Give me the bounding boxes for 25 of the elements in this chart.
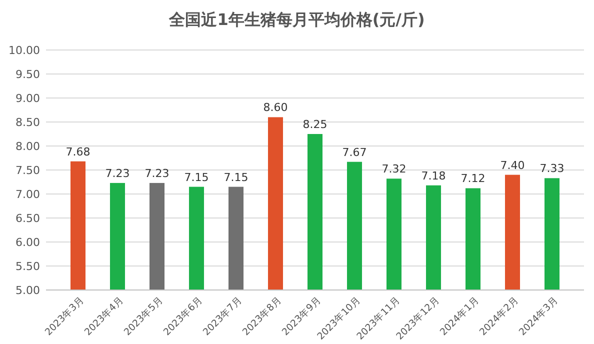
data-label: 7.23 <box>105 166 130 180</box>
y-tick-label: 6.50 <box>16 212 40 225</box>
data-label: 7.40 <box>500 158 525 172</box>
y-tick-label: 8.50 <box>16 116 40 129</box>
y-tick-label: 7.00 <box>16 188 40 201</box>
y-tick-label: 5.00 <box>16 284 40 297</box>
data-label: 7.15 <box>224 170 248 184</box>
y-tick-label: 8.00 <box>16 140 40 153</box>
data-label: 7.68 <box>66 145 90 158</box>
data-label: 8.60 <box>263 101 288 114</box>
data-label: 8.25 <box>302 118 328 131</box>
data-label: 7.12 <box>460 172 486 186</box>
y-tick-label: 9.00 <box>16 92 40 105</box>
y-tick-label: 6.00 <box>16 236 40 249</box>
chart-title: 全国近1年生猪每月平均价格(元/斤) <box>168 10 425 29</box>
data-label: 7.33 <box>540 162 564 176</box>
data-label: 7.15 <box>184 170 209 184</box>
y-tick-label: 7.50 <box>16 164 40 177</box>
y-tick-label: 5.50 <box>16 260 40 273</box>
data-label: 7.18 <box>421 169 446 182</box>
y-tick-label: 10.00 <box>8 44 40 57</box>
data-label: 7.67 <box>342 146 367 159</box>
y-tick-label: 9.50 <box>16 68 40 81</box>
data-label: 7.32 <box>382 162 406 176</box>
data-label: 7.23 <box>144 166 170 180</box>
